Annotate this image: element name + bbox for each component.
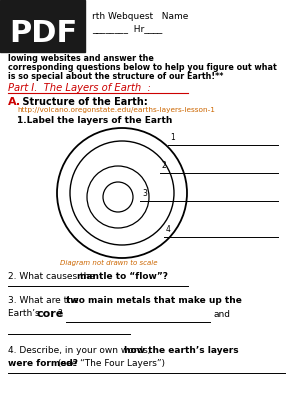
Text: Part I.  The Layers of Earth  :: Part I. The Layers of Earth : [8,83,151,93]
Text: A.: A. [8,97,21,107]
Text: PDF: PDF [9,19,77,48]
Text: were formed?: were formed? [8,359,78,368]
Text: http://volcano.oregonstate.edu/earths-layers-lesson-1: http://volcano.oregonstate.edu/earths-la… [17,107,215,113]
Text: and: and [213,310,230,319]
Text: 2. What causes the: 2. What causes the [8,272,98,281]
Text: 2: 2 [162,161,167,170]
Text: two main metals that make up the: two main metals that make up the [66,296,242,305]
Text: mantle to “flow”?: mantle to “flow”? [77,272,168,281]
Text: how the earth’s layers: how the earth’s layers [124,346,238,355]
Text: is so special about the structure of our Earth!**: is so special about the structure of our… [8,72,223,81]
Text: 3: 3 [142,189,147,198]
Text: core: core [37,309,64,319]
Text: ________  Hr____: ________ Hr____ [92,24,162,33]
Text: 1: 1 [170,133,175,142]
Text: corresponding questions below to help you figure out what: corresponding questions below to help yo… [8,63,277,72]
Text: lowing websites and answer the: lowing websites and answer the [8,54,154,63]
Text: rth Webquest   Name: rth Webquest Name [92,12,188,21]
Text: Diagram not drawn to scale: Diagram not drawn to scale [60,260,158,266]
Text: Structure of the Earth:: Structure of the Earth: [19,97,148,107]
Text: ?: ? [58,309,63,318]
Text: Earth’s: Earth’s [8,309,43,318]
Text: 1.Label the layers of the Earth: 1.Label the layers of the Earth [17,116,172,125]
Text: (see “The Four Layers”): (see “The Four Layers”) [55,359,165,368]
Text: 4: 4 [166,225,171,234]
Text: 4. Describe, in your own words,: 4. Describe, in your own words, [8,346,153,355]
Bar [0,0,85,52]
Text: 3. What are the: 3. What are the [8,296,81,305]
